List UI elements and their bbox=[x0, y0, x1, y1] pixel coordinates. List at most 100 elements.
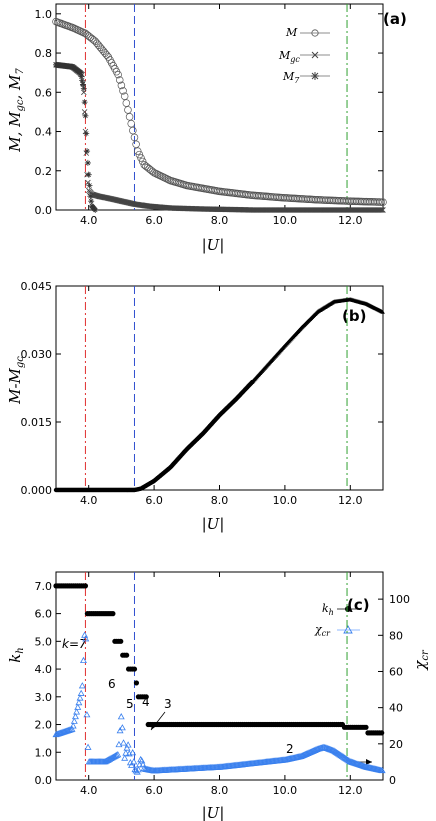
legend-a: M Mgc M7 bbox=[278, 26, 330, 85]
data-point bbox=[82, 583, 89, 589]
data-point bbox=[124, 741, 132, 748]
data-point bbox=[377, 207, 384, 213]
y-tick-label: 4.0 bbox=[35, 663, 53, 676]
series-kh bbox=[53, 583, 385, 736]
data-point bbox=[73, 26, 82, 34]
data-point bbox=[380, 309, 385, 314]
data-point bbox=[124, 652, 130, 658]
y-tick-label: 0.6 bbox=[35, 86, 53, 99]
data-point bbox=[138, 757, 146, 764]
data-point bbox=[136, 760, 144, 768]
y-right-tick-label: 0 bbox=[389, 774, 396, 787]
panel-label-b: (b) bbox=[342, 307, 366, 325]
data-point bbox=[120, 739, 128, 746]
legend-marker-m bbox=[311, 29, 319, 37]
annotation-3: 3 bbox=[164, 697, 172, 711]
y-tick-label: 0.0 bbox=[35, 204, 53, 217]
y-tick-label: 1.0 bbox=[35, 8, 53, 21]
data-point bbox=[78, 73, 85, 80]
data-point bbox=[130, 133, 139, 142]
data-point bbox=[118, 724, 126, 731]
annotation-2: 2 bbox=[286, 742, 294, 756]
legend-label-m7: M7 bbox=[282, 70, 300, 85]
legend-marker-chi bbox=[343, 625, 353, 634]
x-tick-label: 8.0 bbox=[211, 784, 229, 797]
data-point bbox=[82, 112, 89, 119]
data-point bbox=[77, 69, 84, 76]
panel-c: (c) kh χcr k=7 6 5 4 3 2 kh χcr |U| 4.0 6… bbox=[6, 571, 431, 821]
legend-label-kh: kh bbox=[322, 602, 334, 617]
data-point bbox=[132, 140, 140, 149]
legend-label-m: M bbox=[285, 26, 298, 39]
data-point bbox=[131, 666, 138, 672]
data-point bbox=[117, 81, 126, 90]
data-point bbox=[123, 744, 131, 751]
y-tick-label: 0.4 bbox=[35, 126, 53, 139]
y-tick-label: 0.030 bbox=[21, 348, 53, 361]
series-main-1 bbox=[250, 297, 385, 384]
y-tick-label: 3.0 bbox=[35, 691, 53, 704]
data-point bbox=[68, 725, 76, 732]
data-point bbox=[120, 92, 129, 100]
data-point bbox=[76, 694, 84, 701]
plot-frame bbox=[55, 3, 384, 211]
data-point bbox=[84, 743, 92, 750]
x-axis-label-b: |U| bbox=[202, 515, 225, 533]
data-point bbox=[139, 760, 147, 768]
data-point bbox=[88, 198, 95, 205]
data-point bbox=[79, 656, 87, 664]
annotation-k7: k=7 bbox=[62, 637, 87, 651]
x-tick-label: 4.0 bbox=[80, 784, 98, 797]
data-point bbox=[115, 740, 123, 748]
panel-b: (b) M-Mgc |U| 4.0 6.0 8.0 10.0 12.0 0.000 0.01… bbox=[6, 280, 385, 533]
data-point bbox=[378, 766, 386, 774]
panel-label-a: (a) bbox=[383, 10, 407, 28]
data-point bbox=[137, 154, 145, 162]
data-point bbox=[125, 113, 134, 121]
data-point bbox=[84, 159, 91, 166]
data-point bbox=[380, 207, 386, 213]
data-point bbox=[75, 699, 83, 706]
y-tick-label: 6.0 bbox=[35, 608, 53, 621]
legend-label-mgc: Mgc bbox=[278, 49, 300, 64]
data-point bbox=[79, 81, 86, 88]
data-point bbox=[84, 148, 91, 155]
data-point bbox=[77, 689, 85, 696]
data-point bbox=[117, 713, 125, 720]
legend-marker-mgc bbox=[311, 51, 319, 59]
data-point bbox=[378, 207, 385, 213]
y-tick-label: 0.8 bbox=[35, 47, 53, 60]
x-tick-label: 6.0 bbox=[145, 494, 163, 507]
legend-label-chi: χcr bbox=[314, 623, 331, 638]
y-right-tick-label: 100 bbox=[389, 593, 410, 606]
x-tick-label: 4.0 bbox=[80, 494, 98, 507]
data-point bbox=[165, 176, 173, 184]
y-tick-label: 0.2 bbox=[35, 165, 53, 178]
y-right-tick-label: 40 bbox=[389, 702, 403, 715]
x-tick-label: 10.0 bbox=[273, 494, 298, 507]
annotation-6: 6 bbox=[108, 677, 116, 691]
y-tick-label: 5.0 bbox=[35, 635, 53, 648]
y-axis-label-c: kh bbox=[6, 647, 26, 663]
data-point bbox=[121, 754, 129, 761]
data-point bbox=[112, 752, 119, 759]
data-point bbox=[122, 99, 131, 107]
x-tick-label: 8.0 bbox=[211, 214, 229, 227]
y-tick-label: 7.0 bbox=[35, 580, 53, 593]
y-tick-label: 0.045 bbox=[21, 280, 53, 293]
data-point bbox=[83, 711, 91, 718]
y-tick-label: 0.000 bbox=[21, 484, 53, 497]
y-right-tick-label: 60 bbox=[389, 665, 403, 678]
data-point bbox=[110, 611, 116, 617]
data-point bbox=[78, 28, 86, 36]
data-point bbox=[379, 730, 385, 736]
data-point bbox=[76, 27, 85, 35]
data-point bbox=[69, 722, 77, 729]
series-m bbox=[52, 17, 387, 206]
data-point bbox=[122, 749, 130, 756]
plot-frame bbox=[55, 285, 384, 491]
data-point bbox=[124, 106, 132, 114]
y-tick-label: 0.015 bbox=[21, 416, 53, 429]
data-point bbox=[379, 207, 385, 213]
